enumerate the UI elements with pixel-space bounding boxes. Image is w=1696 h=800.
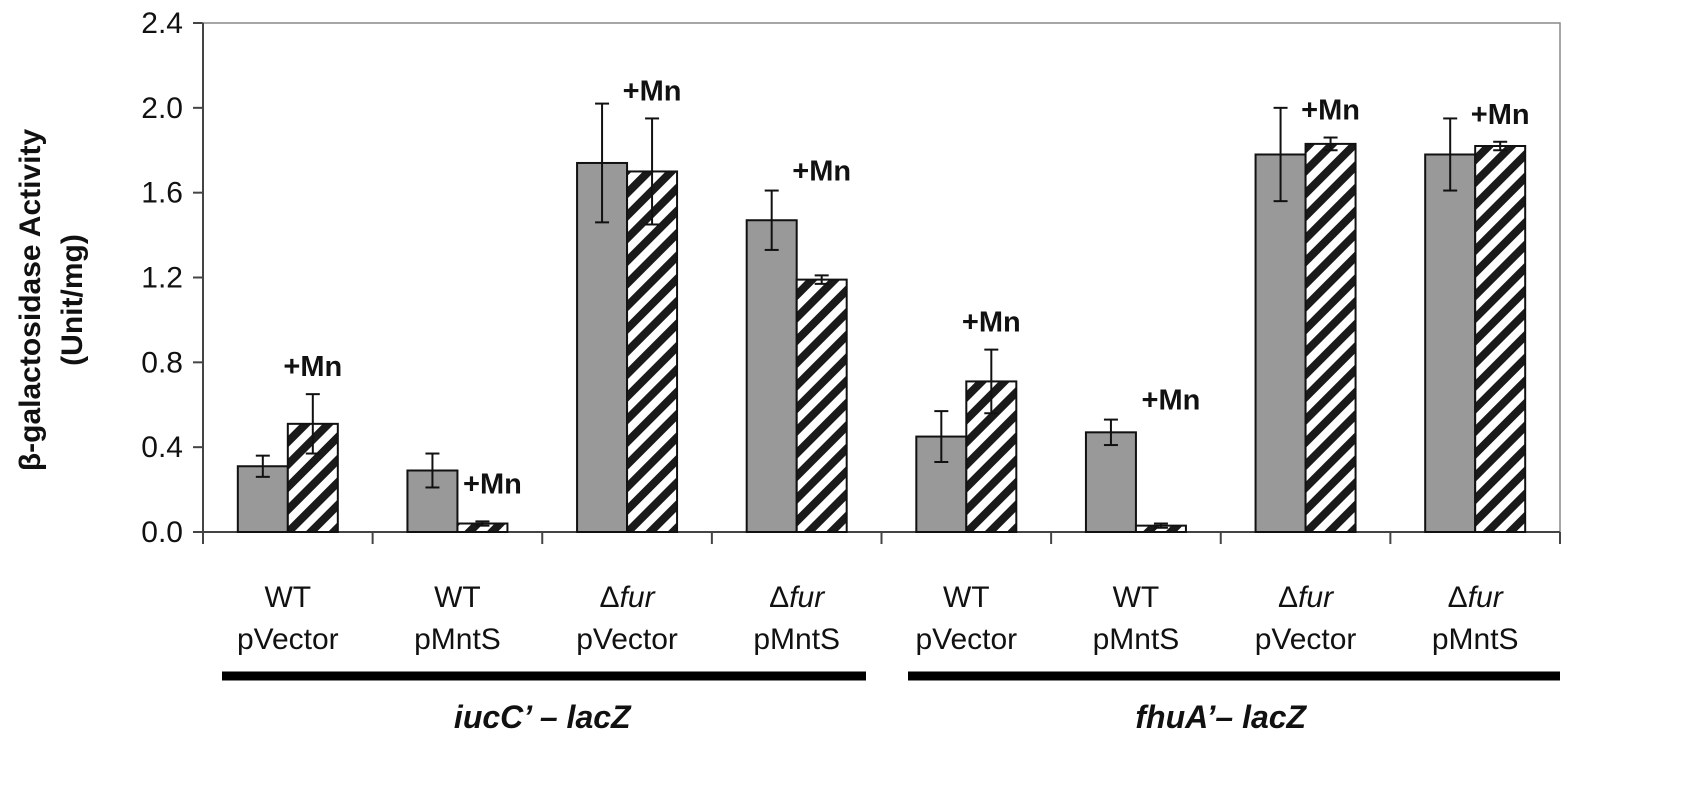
x-axis-category-labels: WT pVector WT pMntS Δfur pVector Δfur pMntS WT pV…	[237, 581, 1519, 656]
bar-hatched	[1474, 145, 1527, 533]
y-tick-label: 0.4	[141, 431, 183, 464]
y-axis-title: β-galactosidase Activity	[14, 129, 47, 472]
category-label-line1: Δfur	[600, 581, 656, 614]
category-label-line1: WT	[1113, 581, 1160, 614]
bar-solid	[1254, 153, 1307, 533]
category-label-line2: pMntS	[753, 623, 840, 656]
category-label-line1: Δfur	[769, 581, 825, 614]
bar-solid	[745, 219, 798, 534]
category-label-line2: pVector	[915, 623, 1017, 656]
category-label-line2: pMntS	[414, 623, 501, 656]
delta-prefix: Δ	[1448, 581, 1468, 614]
category-label-line1: WT	[434, 581, 481, 614]
mn-annotation: +Mn	[1142, 385, 1201, 417]
y-tick-label: 0.8	[141, 346, 183, 379]
gene-name: fur	[789, 581, 825, 614]
category-label-line2: pVector	[576, 623, 678, 656]
bar-solid	[1424, 153, 1477, 533]
gene-name: fur	[620, 581, 656, 614]
mn-annotation: +Mn	[962, 307, 1021, 339]
category-label-line1: Δfur	[1448, 581, 1504, 614]
mn-annotation: +Mn	[463, 468, 522, 500]
y-tick-label: 2.0	[141, 92, 183, 125]
y-tick-label: 1.2	[141, 262, 183, 295]
delta-prefix: Δ	[1278, 581, 1298, 614]
y-axis-label: β-galactosidase Activity (Unit/mg)	[14, 129, 89, 472]
category-label-line2: pVector	[237, 623, 339, 656]
group-label: iucC’ – lacZ	[454, 699, 632, 735]
mn-annotation: +Mn	[283, 351, 342, 383]
category-label-line1: WT	[264, 581, 311, 614]
mn-annotation: +Mn	[623, 75, 682, 107]
y-axis-unit: (Unit/mg)	[56, 234, 89, 366]
category-label-line2: pMntS	[1093, 623, 1180, 656]
y-axis-ticks: 0.0 0.4 0.8 1.2 1.6 2.0 2.4	[141, 7, 203, 549]
gene-name: fur	[1468, 581, 1504, 614]
bar-solid	[1084, 431, 1137, 533]
y-tick-label: 0.0	[141, 516, 183, 549]
gene-name: fur	[1298, 581, 1334, 614]
category-label-line1: Δfur	[1278, 581, 1334, 614]
bar-hatched	[795, 278, 848, 533]
mn-annotation: +Mn	[1471, 99, 1530, 131]
mn-annotation: +Mn	[1301, 95, 1360, 127]
category-label-line1: WT	[943, 581, 990, 614]
bar-hatched	[1304, 142, 1357, 533]
delta-prefix: Δ	[769, 581, 789, 614]
group-label: fhuA’– lacZ	[1135, 699, 1307, 735]
delta-prefix: Δ	[600, 581, 620, 614]
group-brackets: iucC’ – lacZ fhuA’– lacZ	[222, 671, 1560, 735]
category-label-line2: pMntS	[1432, 623, 1519, 656]
plot-area: +Mn +Mn +Mn +Mn +Mn +Mn +Mn +Mn	[202, 22, 1561, 544]
category-label-line2: pVector	[1255, 623, 1357, 656]
bar-hatched	[626, 170, 679, 533]
mn-annotation: +Mn	[792, 156, 851, 188]
y-tick-label: 2.4	[141, 7, 183, 40]
y-tick-label: 1.6	[141, 177, 183, 210]
